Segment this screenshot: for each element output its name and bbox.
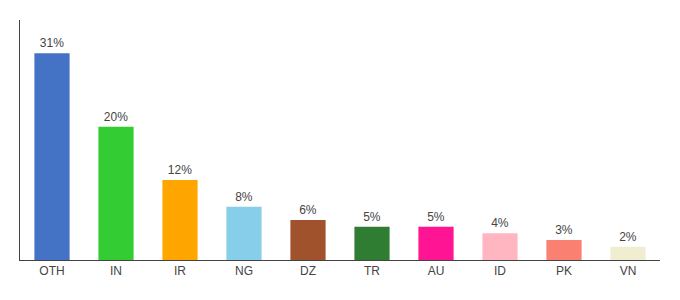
svg-text:IN: IN [110,264,122,278]
svg-text:DZ: DZ [300,264,316,278]
svg-text:5%: 5% [363,210,381,224]
svg-text:TR: TR [364,264,380,278]
svg-text:31%: 31% [40,36,64,50]
svg-text:VN: VN [620,264,637,278]
svg-text:PK: PK [556,264,572,278]
svg-text:12%: 12% [168,163,192,177]
svg-text:4%: 4% [491,216,509,230]
svg-text:8%: 8% [235,190,253,204]
svg-text:20%: 20% [104,110,128,124]
svg-text:2%: 2% [619,230,637,244]
svg-text:5%: 5% [427,210,445,224]
svg-text:ID: ID [494,264,506,278]
svg-text:6%: 6% [299,203,317,217]
svg-text:3%: 3% [555,223,573,237]
svg-text:OTH: OTH [39,264,64,278]
svg-text:IR: IR [174,264,186,278]
svg-text:AU: AU [428,264,445,278]
svg-text:NG: NG [235,264,253,278]
